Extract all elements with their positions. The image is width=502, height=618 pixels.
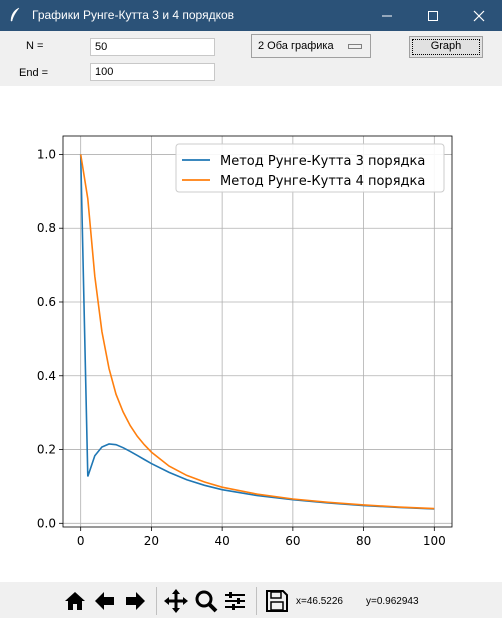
configure-subplots-icon	[225, 592, 245, 610]
y-tick-label: 0.2	[37, 443, 56, 457]
toolbar-separator	[156, 587, 157, 615]
chart: 0 20 40 60 80 100 0.0 0.2 0.4 0.6 0.8 1.0 Метод Рунг…	[37, 135, 453, 548]
back-icon	[95, 592, 114, 610]
home-button[interactable]	[62, 588, 88, 614]
pan-icon	[164, 589, 188, 613]
cursor-x-readout: x=46.5226	[296, 596, 343, 607]
y-tick-label: 0.6	[37, 295, 56, 309]
mode-selected-label: 2 Оба графика	[258, 40, 334, 52]
toolbar-separator	[256, 587, 257, 615]
y-tick-label: 1.0	[37, 147, 56, 161]
x-tick-label: 100	[423, 534, 446, 548]
close-icon	[473, 10, 485, 22]
home-icon	[65, 592, 85, 610]
x-tick-label: 20	[144, 534, 159, 548]
maximize-button[interactable]	[410, 0, 456, 31]
feather-icon	[10, 7, 20, 22]
x-tick-label: 80	[356, 534, 371, 548]
save-icon	[266, 590, 288, 612]
n-label: N =	[26, 40, 44, 52]
window-title: Графики Рунге-Кутта 3 и 4 порядков	[32, 8, 235, 22]
minimize-icon	[382, 15, 392, 17]
legend-label-2: Метод Рунге-Кутта 4 порядка	[220, 174, 425, 189]
navigation-toolbar: x=46.5226 y=0.962943	[0, 582, 502, 618]
zoom-icon	[195, 590, 218, 613]
y-tick-label: 0.4	[37, 369, 56, 383]
plot-canvas[interactable]: 0 20 40 60 80 100 0.0 0.2 0.4 0.6 0.8 1.0 Метод Рунг…	[0, 86, 502, 582]
y-tick-label: 0.0	[37, 516, 56, 530]
pan-button[interactable]	[163, 588, 189, 614]
forward-icon	[126, 592, 145, 610]
mode-option-menu[interactable]: 2 Оба графика	[251, 34, 371, 58]
legend-label-1: Метод Рунге-Кутта 3 порядка	[220, 154, 425, 169]
n-input[interactable]: 50	[90, 38, 215, 56]
forward-button[interactable]	[122, 588, 148, 614]
configure-subplots-button[interactable]	[222, 588, 248, 614]
end-label: End =	[19, 67, 49, 79]
axes-frame	[62, 135, 453, 528]
y-tick-label: 0.8	[37, 221, 56, 235]
focus-ring	[412, 39, 480, 55]
x-tick-label: 0	[77, 534, 85, 548]
series-line-2	[79, 154, 435, 510]
minimize-button[interactable]	[364, 0, 410, 31]
end-input[interactable]: 100	[90, 63, 215, 81]
back-button[interactable]	[92, 588, 118, 614]
legend-box	[175, 143, 445, 193]
graph-button-label: Graph	[430, 40, 462, 52]
close-button[interactable]	[456, 0, 502, 31]
axes-background	[63, 136, 452, 527]
maximize-icon	[428, 11, 438, 21]
save-button[interactable]	[264, 588, 290, 614]
title-bar: Графики Рунге-Кутта 3 и 4 порядков	[0, 0, 502, 31]
option-menu-indicator-icon	[348, 44, 362, 49]
cursor-y-readout: y=0.962943	[366, 596, 419, 607]
x-tick-label: 40	[214, 534, 229, 548]
graph-button[interactable]: Graph	[409, 36, 483, 58]
zoom-button[interactable]	[193, 588, 219, 614]
x-tick-label: 60	[285, 534, 300, 548]
